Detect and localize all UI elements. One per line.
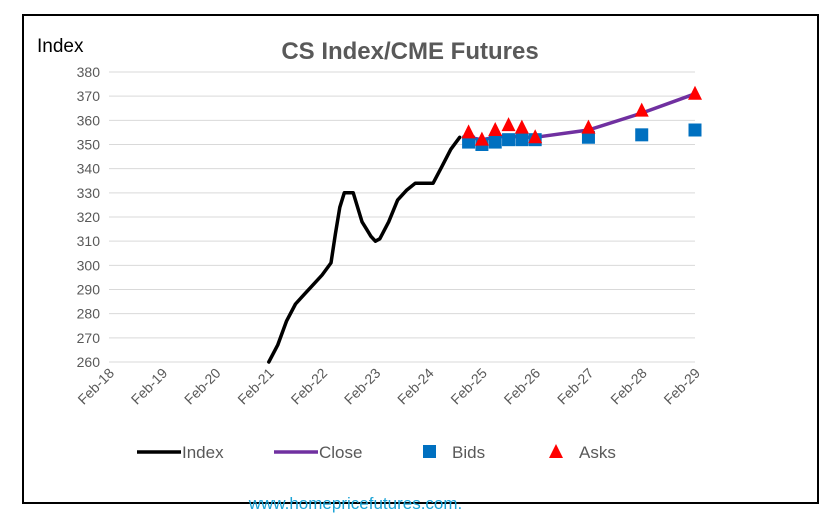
bids-point bbox=[635, 128, 649, 142]
bids-point bbox=[462, 135, 476, 149]
asks-point bbox=[581, 119, 596, 134]
asks-point bbox=[461, 124, 476, 139]
x-tick-label: Feb-19 bbox=[128, 365, 171, 408]
y-tick-label: 300 bbox=[77, 257, 101, 273]
legend-asks-label: Asks bbox=[579, 443, 616, 462]
asks-point bbox=[488, 122, 503, 136]
x-tick-label: Feb-28 bbox=[607, 365, 650, 408]
asks-point bbox=[501, 117, 516, 132]
x-tick-label: Feb-22 bbox=[288, 365, 331, 408]
y-tick-label: 260 bbox=[77, 354, 101, 370]
x-tick-label: Feb-21 bbox=[234, 365, 277, 408]
legend-bids-label: Bids bbox=[452, 443, 485, 462]
y-tick-label: 310 bbox=[77, 233, 101, 249]
asks-point bbox=[688, 85, 702, 100]
y-tick-label: 270 bbox=[77, 330, 101, 346]
y-axis-label: Index bbox=[37, 36, 84, 57]
y-tick-label: 380 bbox=[77, 64, 101, 80]
chart: CS Index/CME Futures Index 260 270 280 290 3… bbox=[37, 36, 703, 462]
bids-point bbox=[515, 133, 529, 147]
y-tick-label: 360 bbox=[77, 112, 101, 128]
y-tick-label: 280 bbox=[77, 306, 101, 322]
y-tick-label: 320 bbox=[77, 209, 101, 225]
bids-point bbox=[488, 135, 502, 149]
bids-point bbox=[502, 133, 516, 147]
index-line bbox=[267, 135, 462, 364]
legend-index-label: Index bbox=[182, 443, 224, 462]
asks-point bbox=[514, 119, 529, 134]
x-tick-label: Feb-25 bbox=[447, 365, 490, 408]
y-tick-label: 290 bbox=[77, 282, 101, 298]
chart-title: CS Index/CME Futures bbox=[281, 38, 538, 65]
x-tick-label: Feb-29 bbox=[660, 365, 703, 408]
y-tick-label: 370 bbox=[77, 88, 101, 104]
asks-point bbox=[474, 131, 489, 146]
y-tick-label: 350 bbox=[77, 137, 101, 153]
x-tick-label: Feb-27 bbox=[554, 365, 597, 408]
close-line bbox=[466, 92, 697, 142]
bids-point bbox=[581, 130, 595, 144]
legend-close-label: Close bbox=[319, 443, 362, 462]
x-tick-label: Feb-26 bbox=[501, 365, 544, 408]
x-tick-label: Feb-18 bbox=[74, 365, 117, 408]
website-link[interactable]: www.homepricefutures.com. bbox=[248, 494, 463, 513]
asks-point bbox=[528, 129, 543, 144]
y-tick-label: 330 bbox=[77, 185, 101, 201]
asks-point bbox=[634, 102, 649, 117]
x-tick-label: Feb-20 bbox=[181, 365, 224, 408]
legend-asks-swatch bbox=[549, 444, 563, 458]
y-tick-label: 340 bbox=[77, 161, 101, 177]
bids-point bbox=[688, 123, 702, 137]
x-tick-label: Feb-24 bbox=[394, 365, 437, 408]
chart-frame: CS Index/CME Futures Index 260 270 280 290 3… bbox=[22, 14, 819, 513]
x-tick-label: Feb-23 bbox=[341, 365, 384, 408]
legend-bids-swatch bbox=[423, 445, 436, 458]
